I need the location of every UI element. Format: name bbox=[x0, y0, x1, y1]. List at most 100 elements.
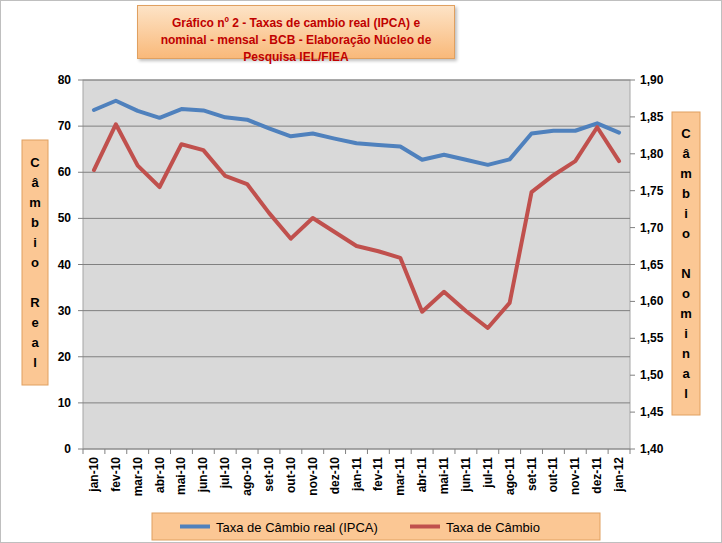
x-tick bbox=[323, 449, 324, 454]
x-tick bbox=[586, 449, 587, 454]
grid-line bbox=[83, 126, 630, 127]
grid-line bbox=[83, 264, 630, 265]
x-tick bbox=[236, 449, 237, 454]
series-line bbox=[94, 124, 619, 328]
x-tick bbox=[411, 449, 412, 454]
x-tick-label: abr-11 bbox=[415, 457, 429, 493]
x-tick-label: out-11 bbox=[546, 457, 560, 493]
legend-swatch bbox=[180, 525, 210, 529]
plot-area bbox=[83, 80, 630, 449]
y2-tick-label: 1,80 bbox=[640, 147, 664, 161]
x-tick bbox=[433, 449, 434, 454]
y-tick-label: 80 bbox=[58, 73, 72, 87]
x-tick-label: ago-11 bbox=[503, 457, 517, 495]
x-tick-label: jan-11 bbox=[350, 457, 364, 492]
axis-label-box bbox=[22, 140, 48, 385]
grid-line bbox=[83, 356, 630, 357]
chart-root: {"chart_data": { "type": "line", "title"… bbox=[0, 0, 722, 543]
x-tick bbox=[301, 449, 302, 454]
x-tick bbox=[126, 449, 127, 454]
y-tick bbox=[78, 80, 83, 81]
x-tick-label: mai-10 bbox=[174, 457, 188, 495]
legend-box bbox=[152, 513, 600, 540]
y2-tick-label: 1,55 bbox=[640, 331, 664, 345]
y2-tick bbox=[630, 80, 635, 81]
x-tick bbox=[608, 449, 609, 454]
x-tick bbox=[170, 449, 171, 454]
x-tick-label: jun-10 bbox=[196, 457, 210, 494]
y2-tick bbox=[630, 449, 635, 450]
x-tick bbox=[192, 449, 193, 454]
x-tick-label: jan-10 bbox=[87, 457, 101, 493]
y2-tick-label: 1,70 bbox=[640, 221, 664, 235]
axis-label: Câmbio Real bbox=[29, 155, 41, 370]
axis-label-char: o bbox=[31, 255, 39, 270]
x-tick bbox=[104, 449, 105, 454]
grid-line bbox=[83, 402, 630, 403]
x-tick bbox=[148, 449, 149, 454]
x-tick bbox=[279, 449, 280, 454]
x-tick-label: fev-11 bbox=[371, 457, 385, 491]
y-tick bbox=[78, 264, 83, 265]
grid-line bbox=[83, 218, 630, 219]
y2-tick bbox=[630, 190, 635, 191]
grid-line bbox=[83, 310, 630, 311]
y-tick bbox=[78, 126, 83, 127]
y-tick-label: 30 bbox=[58, 304, 72, 318]
x-tick-label: abr-10 bbox=[153, 457, 167, 493]
y-tick-label: 60 bbox=[58, 165, 72, 179]
axis-label-char: a bbox=[31, 335, 39, 350]
x-tick-label: mar-11 bbox=[393, 457, 407, 496]
axis-label-char: l bbox=[684, 386, 688, 401]
axis-label-char: C bbox=[30, 155, 40, 170]
axis-label-char: m bbox=[680, 166, 692, 181]
chart-svg: 010203040506070801,401,451,501,551,601,6… bbox=[0, 0, 722, 543]
x-tick bbox=[367, 449, 368, 454]
y-tick-label: 20 bbox=[58, 350, 72, 364]
axis-label-char: o bbox=[682, 226, 690, 241]
axis-label-char: i bbox=[684, 206, 688, 221]
y-tick bbox=[78, 402, 83, 403]
x-tick-label: dez-11 bbox=[590, 457, 604, 494]
y2-tick-label: 1,45 bbox=[640, 405, 664, 419]
x-tick bbox=[83, 449, 84, 454]
y-tick-label: 10 bbox=[58, 396, 72, 410]
y-tick bbox=[78, 310, 83, 311]
y2-tick bbox=[630, 116, 635, 117]
x-tick-label: ago-10 bbox=[240, 457, 254, 496]
y-tick-label: 40 bbox=[58, 258, 72, 272]
x-tick bbox=[345, 449, 346, 454]
axis-label: Câmbio Nominal bbox=[680, 126, 692, 401]
x-tick bbox=[214, 449, 215, 454]
axis-label-char: â bbox=[682, 146, 690, 161]
x-tick-label: set-11 bbox=[525, 457, 539, 491]
x-tick-label: out-10 bbox=[284, 457, 298, 493]
legend-label: Taxa de Câmbio bbox=[446, 520, 540, 535]
x-tick bbox=[520, 449, 521, 454]
axis-label-char: R bbox=[30, 295, 40, 310]
y-tick bbox=[78, 356, 83, 357]
axis-label-char: m bbox=[680, 306, 692, 321]
axis-label-char: C bbox=[681, 126, 691, 141]
y2-tick bbox=[630, 338, 635, 339]
y2-tick bbox=[630, 227, 635, 228]
x-tick bbox=[498, 449, 499, 454]
axis-label-char: b bbox=[31, 215, 39, 230]
x-tick bbox=[258, 449, 259, 454]
y2-tick-label: 1,65 bbox=[640, 258, 664, 272]
x-tick bbox=[542, 449, 543, 454]
axis-label-char: i bbox=[33, 235, 37, 250]
y2-tick bbox=[630, 412, 635, 413]
axis-label-char: a bbox=[682, 366, 690, 381]
axis-label-char: i bbox=[684, 326, 688, 341]
axis-label-char bbox=[33, 275, 37, 290]
legend-label: Taxa de Câmbio real (IPCA) bbox=[216, 520, 378, 535]
x-tick-label: jun-11 bbox=[459, 457, 473, 493]
axis-label-char: e bbox=[31, 315, 38, 330]
y2-tick-label: 1,50 bbox=[640, 368, 664, 382]
x-tick-label: jan-12 bbox=[612, 457, 626, 493]
y2-tick-label: 1,85 bbox=[640, 110, 664, 124]
axis-label-char: o bbox=[682, 286, 690, 301]
x-tick-label: nov-11 bbox=[568, 457, 582, 495]
chart-frame bbox=[1, 1, 722, 543]
